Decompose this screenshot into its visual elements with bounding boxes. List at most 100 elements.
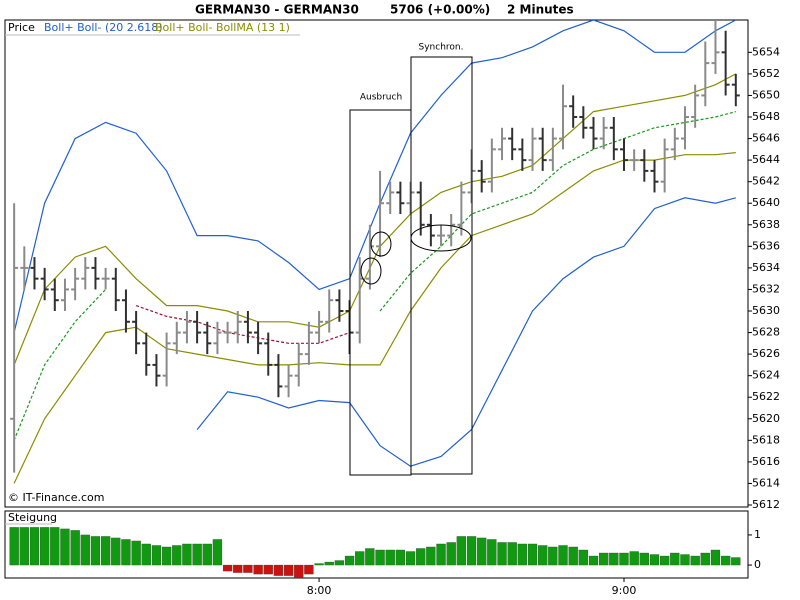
bar: [9, 527, 19, 566]
bar: [426, 546, 436, 566]
bar: [487, 539, 497, 566]
bar: [690, 555, 700, 566]
annotation-ellipse: [360, 257, 382, 285]
y-tick-label: 5636: [752, 239, 780, 252]
bar: [568, 546, 578, 566]
bar: [253, 564, 263, 575]
bar: [629, 551, 639, 566]
bar: [202, 543, 212, 566]
bar: [609, 552, 619, 566]
bar: [720, 555, 731, 566]
bar: [192, 543, 202, 566]
bar: [50, 527, 60, 566]
interval: 2 Minutes: [507, 3, 574, 17]
bar: [294, 564, 304, 578]
y-tick-label: 5640: [752, 196, 780, 209]
bar: [477, 537, 487, 566]
bar: [466, 536, 477, 566]
y-tick-label: 5618: [752, 433, 780, 446]
bar: [263, 564, 273, 575]
y-tick-label: 5630: [752, 304, 780, 317]
bar: [588, 555, 599, 566]
x-tick-label: 8:00: [307, 584, 332, 597]
y-tick-label: 5634: [752, 261, 780, 274]
bar: [680, 554, 690, 566]
y-tick-label: 0: [754, 558, 761, 571]
bar: [710, 549, 721, 566]
y-tick-label: 5626: [752, 347, 780, 360]
bar: [60, 528, 70, 566]
bar: [538, 545, 548, 566]
y-tick-label: 5616: [752, 455, 780, 468]
annotation-label: Synchron.: [419, 43, 464, 53]
y-tick-label: 5638: [752, 218, 780, 231]
bar: [395, 549, 406, 566]
bar: [446, 542, 456, 566]
bar: [324, 561, 334, 566]
chart-title: GERMAN30 - GERMAN30: [195, 3, 359, 17]
bar: [243, 564, 253, 573]
bar: [700, 552, 710, 566]
legend-entry: Boll+ Boll- BollMA (13 1): [155, 21, 290, 34]
bar: [578, 549, 588, 566]
bar: [619, 552, 629, 566]
annotation-ellipse: [410, 224, 472, 252]
bar: [111, 537, 121, 566]
y-tick-label: 5622: [752, 390, 780, 403]
bar: [100, 536, 111, 566]
bar: [304, 564, 314, 575]
y-tick-label: 5612: [752, 498, 780, 511]
bar: [670, 552, 680, 566]
bar: [365, 548, 375, 566]
bar: [222, 564, 233, 572]
y-tick-label: 5624: [752, 369, 780, 382]
bar: [161, 546, 172, 566]
bar: [314, 563, 324, 566]
bar: [517, 543, 528, 566]
bar: [548, 546, 558, 566]
bar: [39, 527, 50, 566]
bar: [385, 549, 395, 566]
bar: [121, 539, 131, 566]
y-tick-label: 5628: [752, 326, 780, 339]
bar: [70, 530, 80, 566]
bar: [151, 545, 162, 566]
bar: [456, 536, 467, 566]
y-tick-label: 5632: [752, 282, 780, 295]
main-panel: [4, 19, 749, 508]
plot-area: [10, 20, 740, 484]
bar: [334, 560, 345, 566]
indicator-line: [135, 305, 350, 344]
bar: [344, 555, 355, 566]
bar: [212, 539, 223, 566]
bar: [436, 543, 446, 566]
bar: [19, 527, 29, 566]
annotation-box: [410, 56, 473, 475]
y-tick-label: 5620: [752, 412, 780, 425]
legend-entry: Boll+ Boll- (20 2.618): [44, 21, 163, 34]
y-tick-label: 1: [754, 528, 761, 541]
copyright: © IT-Finance.com: [8, 491, 105, 504]
bar: [507, 542, 517, 566]
y-tick-label: 5654: [752, 45, 780, 58]
last-price: 5706 (+0.00%): [390, 3, 490, 17]
panel-title: Steigung: [8, 511, 57, 524]
bar: [273, 564, 284, 576]
y-tick-label: 5650: [752, 88, 780, 101]
bar: [599, 552, 609, 566]
annotation-label: Ausbruch: [360, 93, 402, 103]
y-tick-label: 5646: [752, 132, 780, 145]
x-tick-label: 9:00: [612, 584, 637, 597]
bar: [233, 564, 243, 573]
bar: [558, 545, 568, 566]
bar: [649, 554, 660, 566]
bar: [283, 564, 294, 576]
legend-entry: Price: [8, 21, 35, 34]
y-tick-label: 5652: [752, 67, 780, 80]
y-tick-label: 5648: [752, 110, 780, 123]
lower-panel: [4, 510, 749, 579]
bar: [90, 536, 101, 566]
